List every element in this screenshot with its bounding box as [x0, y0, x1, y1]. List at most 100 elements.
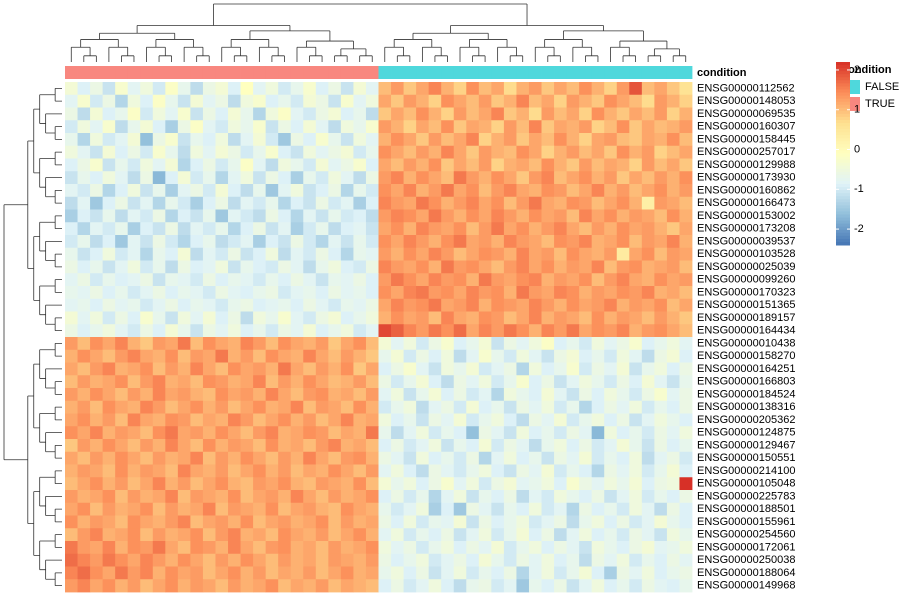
heatmap-cell [190, 311, 204, 325]
heatmap-cell [240, 184, 254, 198]
row-label: ENSG00000099260 [697, 274, 795, 286]
heatmap-cell [328, 566, 342, 580]
heatmap-cell [503, 324, 517, 338]
heatmap-cell [528, 388, 542, 402]
heatmap-cell [215, 260, 229, 274]
row-label: ENSG00000170323 [697, 286, 795, 298]
heatmap-cell [554, 362, 567, 376]
dendrogram [572, 46, 593, 62]
heatmap-cell [303, 337, 317, 351]
heatmap-cell [666, 222, 680, 236]
annotation-cell [666, 66, 680, 79]
heatmap-cell [403, 477, 417, 491]
heatmap-cell [428, 553, 442, 567]
heatmap-cell [215, 209, 229, 223]
heatmap-cell [616, 579, 630, 593]
heatmap-cell [666, 439, 680, 453]
heatmap-cell [240, 337, 254, 351]
heatmap-cell [340, 120, 354, 134]
heatmap-cell [140, 311, 154, 325]
heatmap-cell [365, 515, 379, 529]
heatmap-cell [340, 324, 354, 338]
heatmap-cell [604, 439, 618, 453]
heatmap-cell [202, 120, 216, 134]
heatmap-cell [77, 247, 91, 261]
heatmap-cell [190, 235, 204, 249]
heatmap-cell [228, 464, 241, 478]
heatmap-cell [566, 196, 580, 210]
dendrogram [54, 508, 62, 523]
heatmap-cell [65, 566, 78, 580]
heatmap-cell [654, 107, 668, 121]
heatmap-cell [90, 388, 104, 402]
heatmap-cell [215, 337, 229, 351]
heatmap-cell [491, 171, 505, 185]
heatmap-cell [616, 464, 630, 478]
heatmap-cell [428, 400, 442, 414]
dendrogram [334, 55, 348, 62]
heatmap-cell [378, 541, 392, 555]
heatmap-cell [190, 413, 204, 427]
heatmap-cell [365, 209, 379, 223]
heatmap-cell [127, 196, 141, 210]
dendrogram [469, 39, 508, 48]
heatmap-cell [503, 120, 517, 134]
heatmap-cell [441, 553, 455, 567]
heatmap-cell [516, 145, 530, 159]
heatmap-cell [654, 490, 668, 504]
heatmap-cell [228, 375, 241, 389]
heatmap-cell [328, 400, 342, 414]
heatmap-cell [202, 209, 216, 223]
heatmap-cell [77, 349, 91, 363]
heatmap-cell [566, 541, 580, 555]
heatmap-cell [290, 145, 304, 159]
heatmap-cell [340, 298, 354, 312]
heatmap-cell [152, 426, 166, 440]
heatmap-cell [65, 82, 78, 96]
heatmap-cell [629, 82, 643, 96]
heatmap-cell [579, 566, 593, 580]
heatmap-cell [666, 528, 680, 542]
heatmap-cell [190, 490, 204, 504]
heatmap-cell [466, 133, 480, 147]
heatmap-cell [453, 337, 467, 351]
heatmap-cell [391, 222, 404, 236]
heatmap-cell [303, 400, 317, 414]
heatmap-cell [228, 490, 241, 504]
heatmap-cell [453, 528, 467, 542]
heatmap-cell [441, 222, 455, 236]
heatmap-cell [102, 349, 116, 363]
heatmap-cell [604, 388, 618, 402]
heatmap-cell [102, 553, 116, 567]
heatmap-cell [240, 273, 254, 287]
heatmap-cell [353, 566, 367, 580]
heatmap-cell [491, 349, 505, 363]
heatmap-cell [554, 413, 567, 427]
heatmap-cell [365, 145, 379, 159]
heatmap-cell [391, 337, 404, 351]
heatmap-cell [303, 94, 317, 108]
heatmap-cell [428, 222, 442, 236]
heatmap-cell [102, 388, 116, 402]
heatmap-cell [253, 426, 267, 440]
heatmap-cell [441, 528, 455, 542]
heatmap-cell [604, 158, 618, 172]
heatmap-cell [253, 324, 267, 338]
heatmap-cell [491, 400, 505, 414]
heatmap-cell [315, 502, 329, 516]
colorbar-segment [836, 144, 850, 148]
heatmap-cell [666, 553, 680, 567]
heatmap-cell [579, 286, 593, 300]
heatmap-cell [428, 311, 442, 325]
heatmap-cell [215, 566, 229, 580]
heatmap-cell [616, 426, 630, 440]
heatmap-cell [478, 566, 492, 580]
dendrogram [39, 221, 56, 252]
heatmap-cell [278, 579, 292, 593]
heatmap-cell [566, 324, 580, 338]
heatmap-cell [315, 133, 329, 147]
row-label: ENSG00000166803 [697, 376, 795, 388]
heatmap-cell [202, 311, 216, 325]
heatmap-cell [102, 426, 116, 440]
heatmap-cell [152, 273, 166, 287]
